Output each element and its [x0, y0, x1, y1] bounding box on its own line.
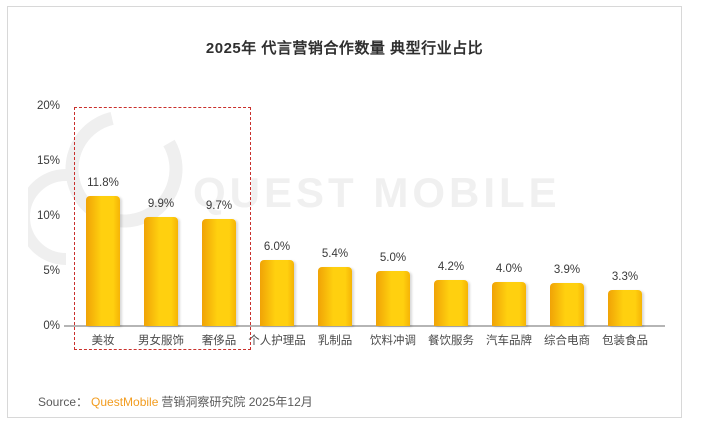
y-axis-tick-label: 15%: [36, 155, 60, 167]
x-axis-category-label: 综合电商: [544, 335, 590, 347]
x-axis-category-label: 饮料冲调: [370, 335, 416, 347]
source-brand: QuestMobile: [91, 395, 159, 409]
bar-value-label: 3.3%: [611, 271, 639, 283]
x-axis-category-label: 男女服饰: [138, 335, 184, 347]
bar: [318, 267, 352, 326]
questmobile-text-watermark: QUEST MOBILE: [193, 169, 561, 216]
chart-card: 2025年 代言营销合作数量 典型行业占比 QUEST MOBILE 11.8%…: [7, 6, 682, 418]
x-axis-category-label: 奢侈品: [201, 335, 237, 347]
watermark-outer-ring-icon: [65, 110, 183, 228]
bar: [202, 219, 236, 326]
bar-chart-plot-area: 11.8% 美妆 9.9% 男女服饰 9.7% 奢侈品 6.0% 个人护理品 5.4% 乳制品 5.…: [8, 7, 681, 417]
x-axis-category-label: 乳制品: [317, 335, 353, 347]
bar-value-label: 9.7%: [205, 200, 233, 212]
x-axis-line: [64, 325, 665, 327]
questmobile-logo-watermark-icon: [28, 110, 183, 265]
bar: [550, 283, 584, 326]
bar-value-label: 6.0%: [263, 241, 291, 253]
bar-value-label: 5.4%: [321, 248, 349, 260]
x-axis-category-label: 餐饮服务: [428, 335, 474, 347]
x-axis-category-label: 包装食品: [602, 335, 648, 347]
bar: [376, 271, 410, 326]
bar-value-label: 4.2%: [437, 261, 465, 273]
y-axis-tick-label: 5%: [43, 265, 60, 277]
y-axis-tick-label: 20%: [36, 100, 60, 112]
y-axis-tick-label: 10%: [36, 210, 60, 222]
y-axis-tick-label: 0%: [43, 320, 60, 332]
bar: [86, 196, 120, 326]
bar-value-label: 4.0%: [495, 263, 523, 275]
watermark-inner-arc-icon: [28, 169, 114, 265]
bar: [434, 280, 468, 326]
chart-title: 2025年 代言营销合作数量 典型行业占比: [205, 40, 484, 57]
bar: [492, 282, 526, 326]
bar: [144, 217, 178, 326]
bar-value-label: 5.0%: [379, 252, 407, 264]
x-axis-category-label: 美妆: [91, 335, 115, 347]
bar: [608, 290, 642, 326]
source-suffix: 营销洞察研究院 2025年12月: [161, 395, 313, 409]
x-axis-category-label: 汽车品牌: [486, 335, 532, 347]
bar-value-label: 9.9%: [147, 198, 175, 210]
source-line: Source： QuestMobile 营销洞察研究院 2025年12月: [38, 393, 313, 410]
source-label: Source：: [38, 395, 89, 409]
bar: [260, 260, 294, 326]
bar-value-label: 3.9%: [553, 264, 581, 276]
bar-value-label: 11.8%: [87, 177, 119, 189]
x-axis-category-label: 个人护理品: [248, 335, 306, 347]
